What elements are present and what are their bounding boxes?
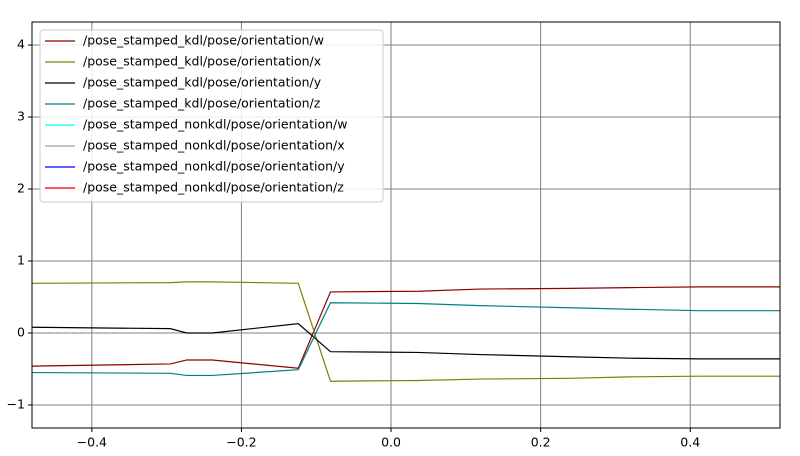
legend-label: /pose_stamped_nonkdl/pose/orientation/z [83,180,344,195]
legend-label: /pose_stamped_nonkdl/pose/orientation/x [83,138,345,153]
series-line [31,281,780,382]
series-line [31,286,780,369]
y-tick-label: −1 [7,396,25,411]
series-line [31,302,780,377]
y-tick-label: 4 [17,37,25,52]
x-tick-label: 0.2 [531,435,551,450]
x-tick-label: 0.0 [381,435,401,450]
legend-box [39,29,384,203]
plot-frame [31,21,781,429]
legend-label: /pose_stamped_kdl/pose/orientation/x [83,54,321,69]
y-tick-label: 1 [17,252,25,267]
y-tick-label: 3 [17,109,25,124]
x-tick-label: −0.2 [226,435,256,450]
x-tick-label: −0.4 [77,435,107,450]
series-line [31,322,780,360]
legend-label: /pose_stamped_kdl/pose/orientation/z [83,96,321,111]
legend-label: /pose_stamped_kdl/pose/orientation/w [83,33,324,48]
y-tick-label: 2 [17,181,25,196]
y-tick-label: 0 [17,324,25,339]
legend-label: /pose_stamped_nonkdl/pose/orientation/w [83,117,347,132]
legend-label: /pose_stamped_nonkdl/pose/orientation/y [83,159,345,174]
legend-label: /pose_stamped_kdl/pose/orientation/y [83,75,322,90]
x-tick-label: 0.4 [680,435,700,450]
